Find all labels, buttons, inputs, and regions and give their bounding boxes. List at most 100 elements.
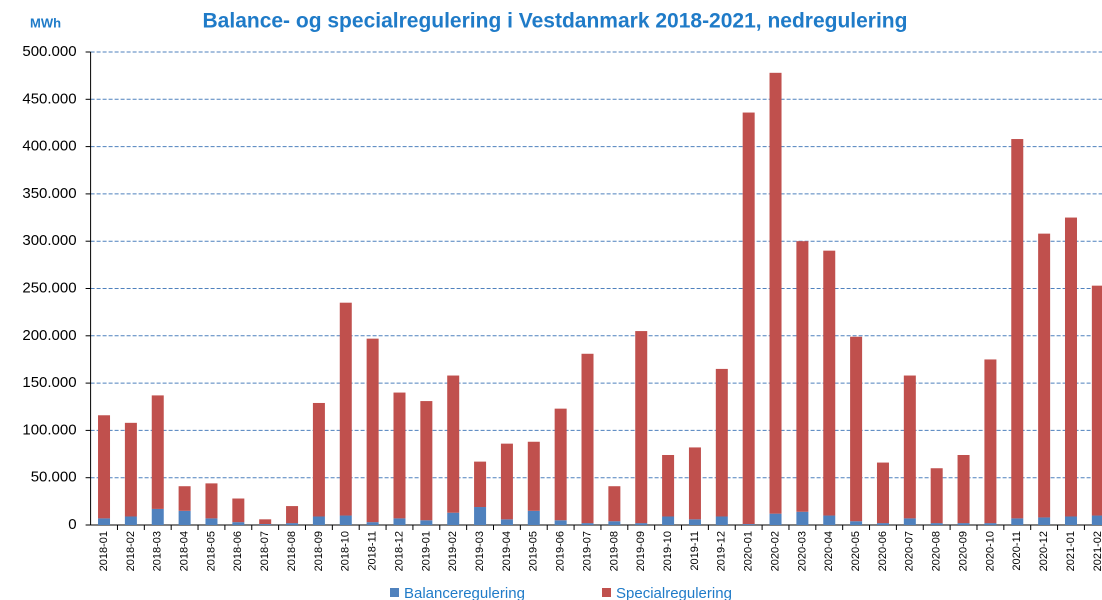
bar-segment	[527, 510, 540, 525]
x-tick-label: 2019-01	[420, 531, 432, 571]
bar-segment	[1038, 233, 1051, 518]
y-tick-label: 50.000	[31, 469, 77, 486]
bar-segment	[608, 486, 621, 522]
bar-segment	[1091, 285, 1102, 516]
y-axis-label: MWh	[30, 15, 61, 30]
x-tick-label: 2018-03	[152, 531, 164, 571]
x-tick-label: 2019-04	[501, 531, 513, 571]
bar-segment	[635, 331, 648, 524]
bar-segment	[742, 524, 755, 525]
bar-segment	[366, 522, 379, 525]
bar-segment	[581, 353, 594, 524]
bar-segment	[286, 506, 299, 524]
x-tick-label: 2018-05	[205, 531, 217, 571]
bar-segment	[608, 521, 621, 525]
bar-segment	[286, 523, 299, 525]
bar-segment	[823, 250, 836, 516]
x-tick-label: 2020-02	[769, 531, 781, 571]
bar-segment	[447, 512, 460, 525]
legend-label: Balanceregulering	[404, 585, 525, 600]
bar-segment	[715, 516, 728, 525]
y-tick-label: 450.000	[22, 90, 76, 107]
x-tick-label: 2019-12	[716, 531, 728, 571]
bar-segment	[124, 516, 137, 525]
bar-segment	[688, 447, 701, 520]
x-tick-label: 2019-06	[555, 531, 567, 571]
bar-segment	[957, 454, 970, 524]
x-tick-label: 2020-11	[1011, 531, 1023, 571]
x-tick-label: 2020-09	[957, 531, 969, 571]
bar-segment	[769, 513, 782, 525]
bar-segment	[984, 523, 997, 525]
bar-segment	[715, 368, 728, 517]
x-tick-label: 2018-04	[179, 531, 191, 571]
bar-segment	[1064, 516, 1077, 525]
bar-segment	[957, 523, 970, 525]
legend-swatch	[390, 588, 399, 597]
y-tick-label: 100.000	[22, 421, 76, 438]
bar-segment	[554, 520, 567, 525]
bar-segment	[876, 462, 889, 524]
x-tick-label: 2019-05	[528, 531, 540, 571]
bar-segment	[554, 408, 567, 521]
bar-segment	[635, 523, 648, 525]
x-tick-label: 2018-06	[232, 531, 244, 571]
bar-segment	[205, 518, 218, 525]
x-tick-label: 2020-07	[904, 531, 916, 571]
bar-segment	[984, 359, 997, 524]
x-tick-label: 2019-11	[689, 531, 701, 571]
y-tick-label: 0	[68, 516, 76, 533]
bar-segment	[124, 422, 137, 517]
bar-segment	[420, 401, 433, 521]
bar-segment	[339, 302, 352, 516]
x-tick-label: 2018-01	[98, 531, 110, 571]
x-tick-label: 2020-03	[796, 531, 808, 571]
x-tick-label: 2020-05	[850, 531, 862, 571]
bar-segment	[742, 112, 755, 525]
bar-segment	[1064, 217, 1077, 517]
bar-segment	[312, 402, 325, 517]
bar-segment	[98, 518, 111, 525]
bar-segment	[339, 515, 352, 525]
legend-swatch	[602, 588, 611, 597]
bar-segment	[474, 507, 487, 525]
bar-segment	[259, 519, 272, 525]
x-tick-label: 2021-02	[1092, 531, 1102, 571]
bar-segment	[178, 486, 191, 511]
bar-segment	[205, 483, 218, 519]
y-tick-label: 400.000	[22, 138, 76, 155]
x-tick-label: 2018-09	[313, 531, 325, 571]
bar-segment	[903, 375, 916, 519]
bar-segment	[420, 520, 433, 525]
bar-segment	[232, 522, 245, 525]
bar-segment	[1011, 518, 1024, 525]
bar-segment	[393, 518, 406, 525]
bar-segment	[769, 72, 782, 514]
x-tick-label: 2018-02	[125, 531, 137, 571]
bar-segment	[662, 454, 675, 517]
bar-segment	[151, 508, 164, 525]
x-tick-label: 2019-08	[608, 531, 620, 571]
x-tick-label: 2018-12	[393, 531, 405, 571]
bar-segment	[930, 468, 943, 524]
bar-segment	[850, 521, 863, 525]
y-tick-label: 300.000	[22, 232, 76, 249]
bar-segment	[393, 392, 406, 519]
bar-segment	[688, 519, 701, 525]
x-tick-label: 2020-06	[877, 531, 889, 571]
bar-segment	[312, 516, 325, 525]
x-tick-label: 2020-08	[931, 531, 943, 571]
bar-segment	[474, 461, 487, 508]
bar-segment	[151, 395, 164, 509]
bar-segment	[500, 443, 513, 520]
y-tick-label: 500.000	[22, 43, 76, 60]
bar-segment	[232, 498, 245, 523]
bar-segment	[1091, 515, 1102, 525]
x-tick-label: 2020-12	[1038, 531, 1050, 571]
bar-segment	[930, 523, 943, 525]
bar-segment	[1038, 517, 1051, 525]
x-tick-label: 2018-07	[259, 531, 271, 571]
bar-segment	[581, 523, 594, 525]
x-tick-label: 2019-09	[635, 531, 647, 571]
